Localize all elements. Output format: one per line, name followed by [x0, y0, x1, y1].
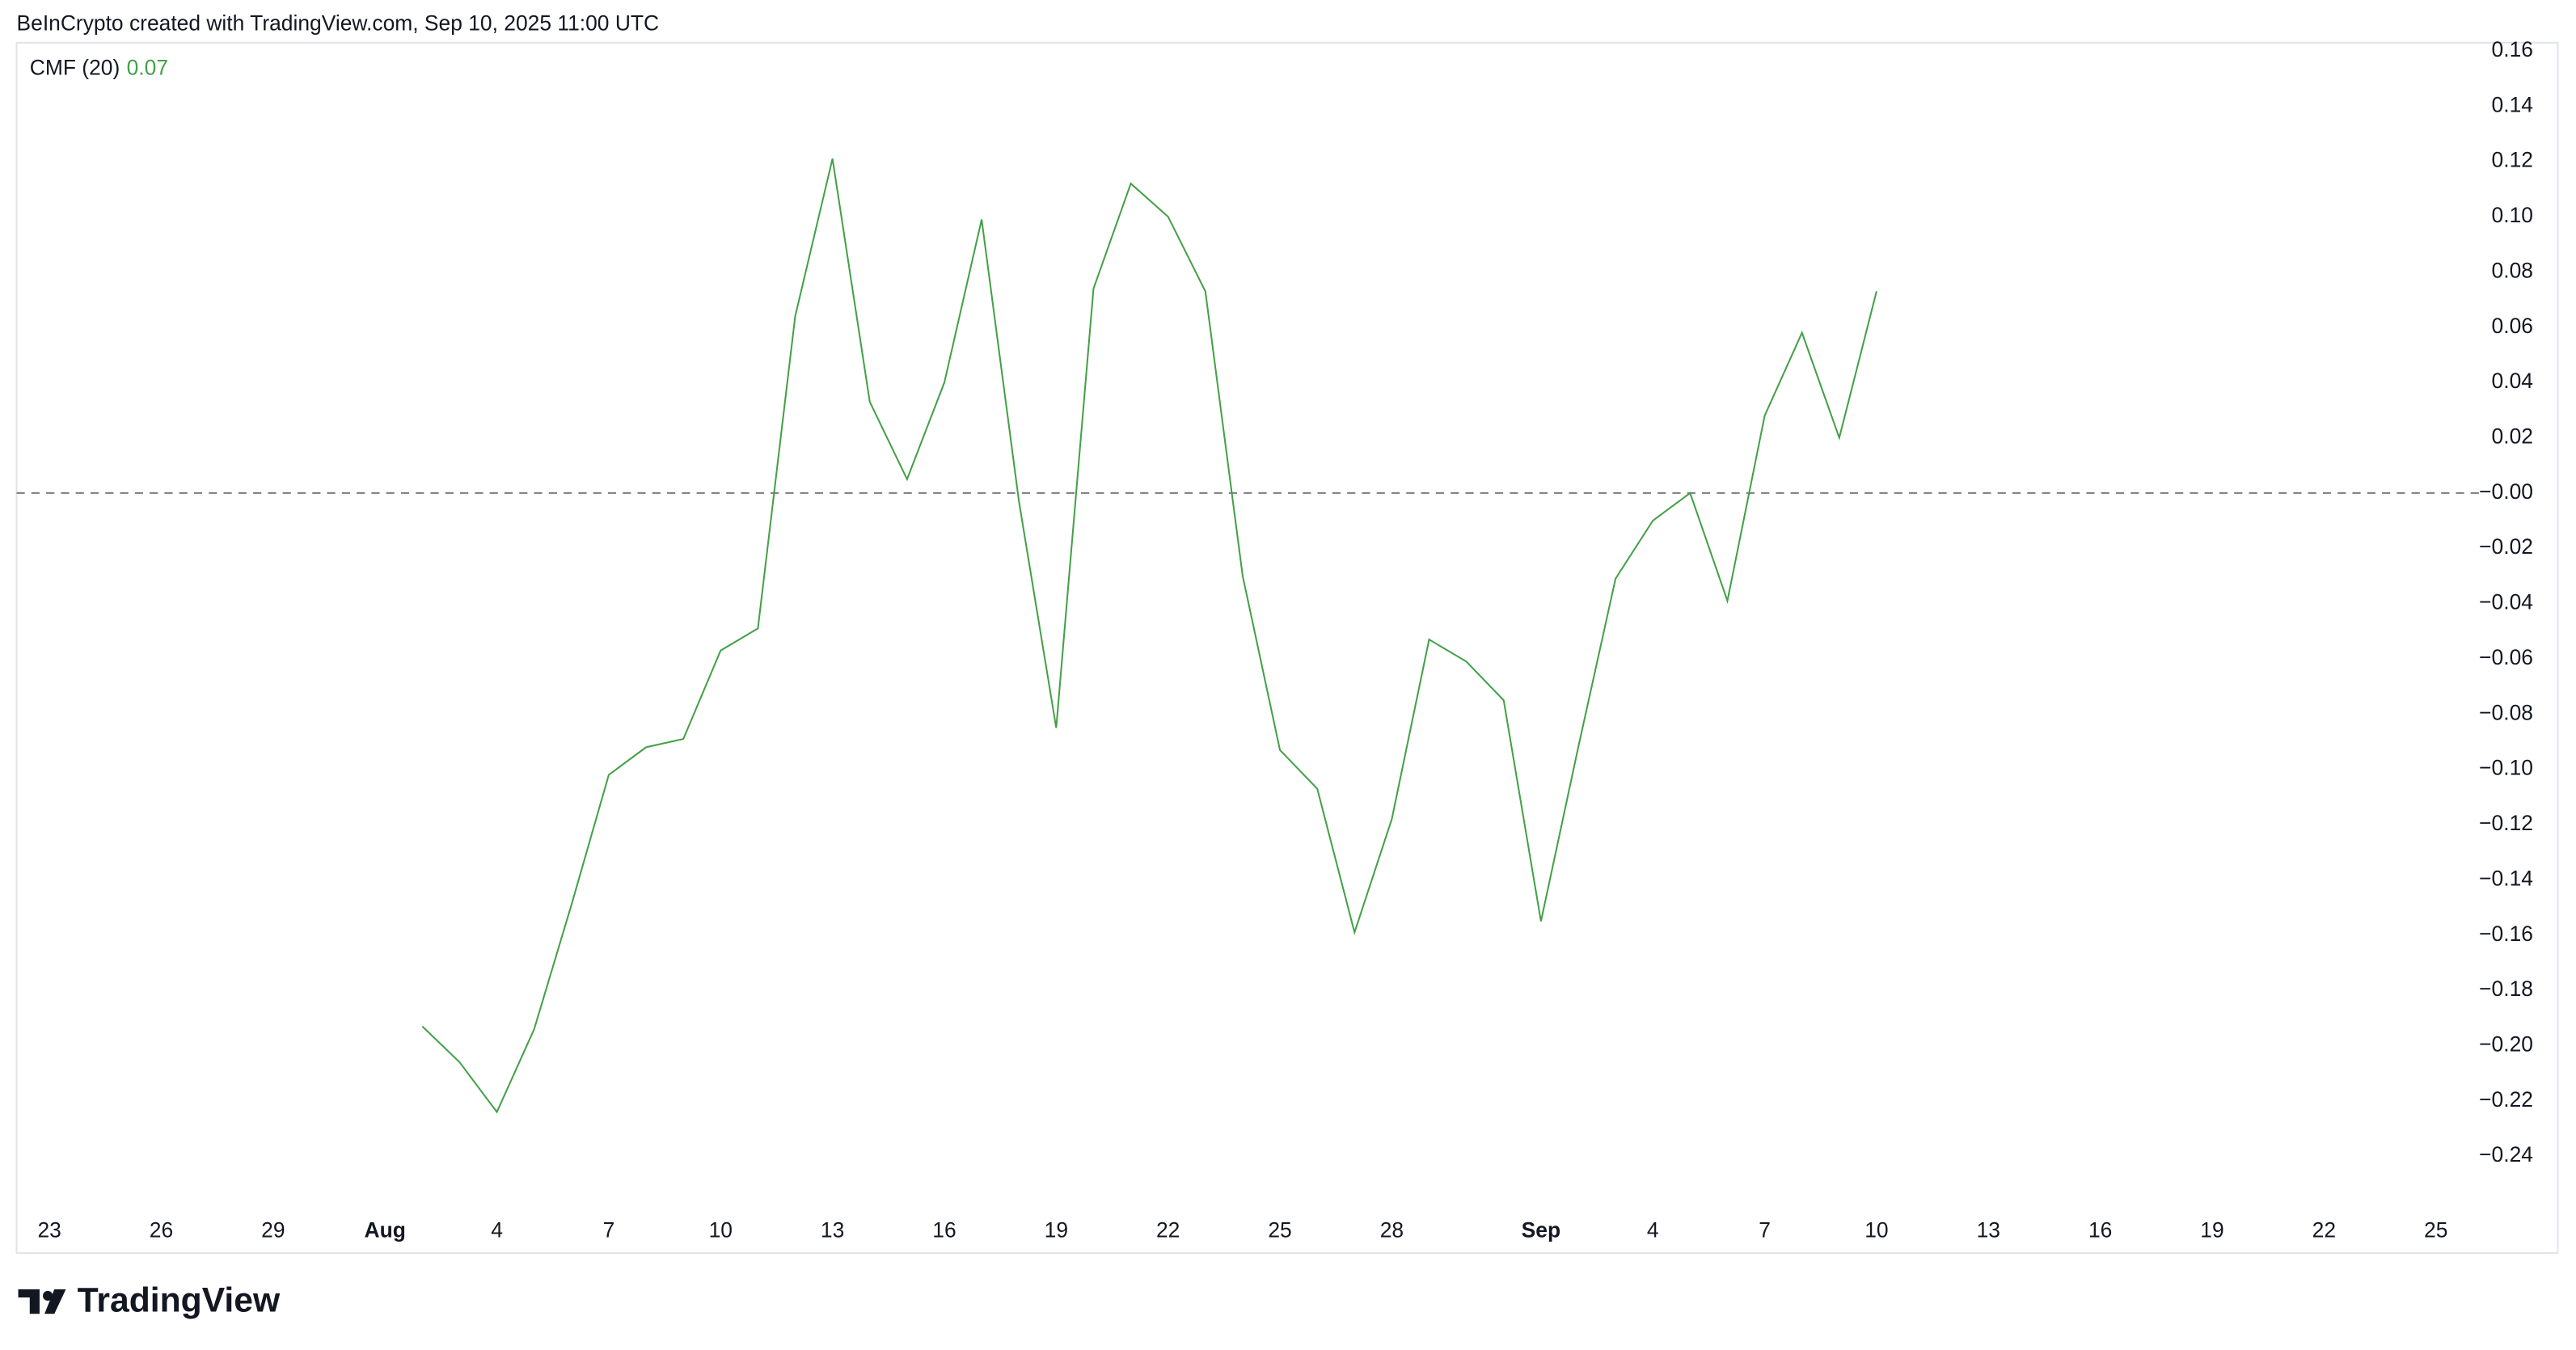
logo — [18, 1289, 66, 1314]
x-tick-label: Aug — [365, 1218, 406, 1242]
y-tick-label: −0.00 — [2479, 479, 2533, 504]
y-tick-label: −0.10 — [2479, 756, 2533, 780]
x-tick-label: Sep — [1522, 1218, 1560, 1242]
y-tick-label: −0.06 — [2479, 645, 2533, 669]
x-tick-label: 16 — [2088, 1218, 2112, 1242]
x-tick-label: 4 — [1647, 1218, 1659, 1242]
line — [421, 158, 1877, 1114]
y-tick-label: 0.08 — [2492, 258, 2533, 282]
x-tick-label: 4 — [491, 1218, 503, 1242]
y-tick-label: −0.20 — [2479, 1032, 2533, 1057]
x-tick-label: 13 — [1977, 1218, 2000, 1242]
y-tick-label: −0.24 — [2479, 1142, 2533, 1166]
y-tick-label: 0.04 — [2492, 369, 2533, 393]
x-tick-label: 22 — [2312, 1218, 2336, 1242]
x-tick-label: 7 — [1759, 1218, 1771, 1242]
x-tick-label: 25 — [1268, 1218, 1291, 1242]
indicator-value: 0.07 — [127, 55, 168, 79]
y-tick-label: −0.08 — [2479, 700, 2533, 724]
y-tick-label: −0.12 — [2479, 811, 2533, 835]
y-tick-label: −0.04 — [2479, 590, 2533, 614]
x-tick-label: 7 — [603, 1218, 615, 1242]
chart-frame — [15, 41, 2559, 1255]
x-tick-label: 16 — [932, 1218, 956, 1242]
y-tick-label: −0.18 — [2479, 977, 2533, 1001]
header: BeInCrypto created with TradingView.com,… — [17, 11, 660, 35]
x-tick-label: 25 — [2424, 1218, 2447, 1242]
x-tick-label: 22 — [1156, 1218, 1180, 1242]
x-tick-label: 23 — [37, 1218, 61, 1242]
x-tick-label: 13 — [821, 1218, 844, 1242]
x-tick-label: 10 — [1864, 1218, 1888, 1242]
indicator-name: CMF (20) — [30, 55, 120, 79]
x-tick-label: 19 — [2200, 1218, 2223, 1242]
y-tick-label: 0.10 — [2492, 203, 2533, 227]
x-tick-label: 19 — [1045, 1218, 1068, 1242]
y-tick-label: −0.14 — [2479, 866, 2533, 890]
y-tick-label: −0.16 — [2479, 922, 2533, 946]
brand: TradingView — [78, 1280, 281, 1319]
y-tick-label: 0.12 — [2492, 148, 2533, 172]
y-tick-label: 0.02 — [2492, 424, 2533, 448]
x-tick-label: 26 — [150, 1218, 173, 1242]
y-tick-label: −0.22 — [2479, 1087, 2533, 1112]
y-tick-label: 0.16 — [2492, 37, 2533, 61]
y-tick-label: 0.06 — [2492, 314, 2533, 338]
y-tick-label: −0.02 — [2479, 534, 2533, 559]
x-tick-label: 10 — [709, 1218, 733, 1242]
x-tick-label: 28 — [1380, 1218, 1404, 1242]
x-tick-label: 29 — [261, 1218, 285, 1242]
y-tick-label: 0.14 — [2492, 92, 2533, 116]
